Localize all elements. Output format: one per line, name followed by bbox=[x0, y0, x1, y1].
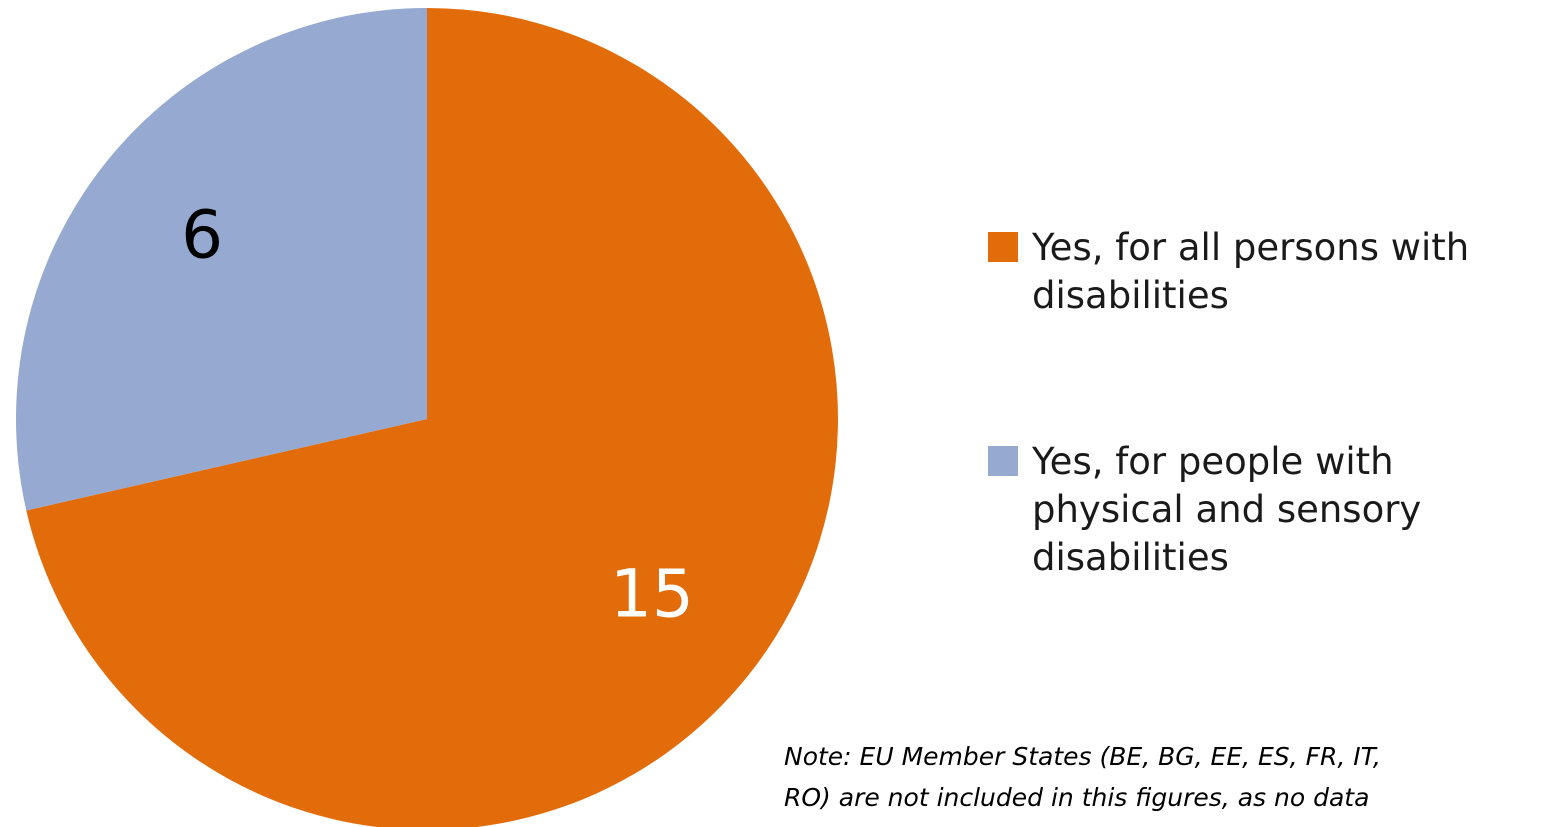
legend-label-1-line-1: Yes, for all persons with bbox=[1031, 226, 1469, 269]
legend-swatch-1 bbox=[988, 232, 1018, 262]
pie-slices bbox=[15, 8, 838, 827]
legend: Yes, for all persons with disabilities Yes… bbox=[988, 226, 1469, 579]
pie-slice-2 bbox=[15, 8, 428, 511]
pie-data-label-1: 15 bbox=[610, 555, 694, 632]
legend-label-1-line-2: disabilities bbox=[1032, 274, 1229, 317]
legend-label-2-line-2: physical and sensory bbox=[1032, 488, 1421, 531]
note-line-1: Note: EU Member States (BE, BG, EE, ES, … bbox=[784, 742, 1381, 771]
pie-data-labels: 15 6 bbox=[181, 197, 694, 633]
pie-slice-1 bbox=[26, 8, 838, 827]
pie-data-label-2: 6 bbox=[181, 197, 223, 274]
chart-note: Note: EU Member States (BE, BG, EE, ES, … bbox=[784, 742, 1381, 812]
legend-swatch-2 bbox=[988, 446, 1018, 476]
legend-label-2-line-1: Yes, for people with bbox=[1031, 440, 1394, 483]
note-line-2: RO) are not included in this figures, as… bbox=[784, 783, 1369, 812]
legend-label-2-line-3: disabilities bbox=[1032, 536, 1229, 579]
